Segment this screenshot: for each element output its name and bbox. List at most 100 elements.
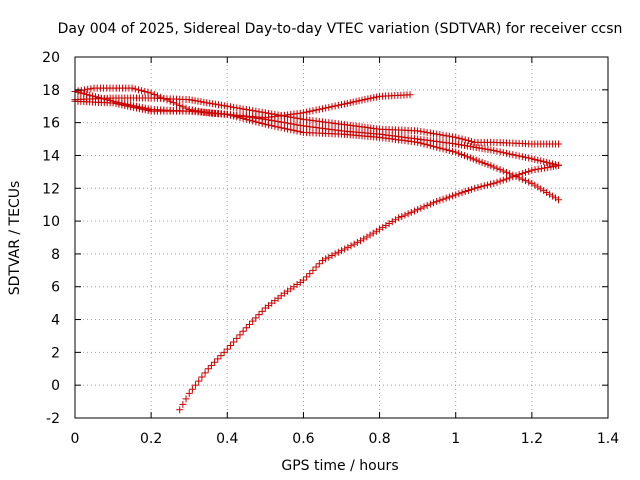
data-point (274, 111, 282, 119)
data-point (420, 128, 428, 136)
data-point (490, 163, 498, 171)
data-point (334, 248, 342, 256)
data-point (338, 101, 345, 109)
data-point (287, 126, 295, 134)
data-point (534, 183, 542, 191)
data-point (268, 122, 276, 130)
data-point (312, 106, 320, 114)
data-point (188, 96, 196, 104)
data-point (499, 167, 507, 175)
y-tick-label: 2 (51, 345, 60, 361)
data-point (518, 153, 526, 161)
data-point (331, 250, 339, 258)
data-point (343, 99, 351, 107)
data-point (541, 164, 549, 172)
data-point (468, 138, 476, 146)
data-point (522, 168, 530, 176)
data-point (223, 102, 231, 110)
data-point (426, 200, 434, 208)
axis-ticks (74, 56, 609, 419)
data-point (290, 126, 298, 134)
data-point (322, 255, 330, 263)
data-point (546, 190, 554, 198)
data-point (277, 124, 285, 132)
data-point (549, 192, 557, 200)
data-point (502, 168, 510, 176)
data-point (340, 100, 348, 108)
data-point (217, 101, 225, 109)
data-point (188, 385, 196, 393)
data-point (309, 266, 317, 274)
data-point (203, 99, 211, 107)
data-point (334, 101, 342, 109)
data-point (404, 210, 412, 218)
data-point (361, 96, 369, 104)
data-point (233, 113, 241, 121)
data-point (118, 99, 126, 107)
data-point (445, 147, 453, 155)
data-point (372, 227, 380, 235)
data-point (217, 352, 225, 360)
data-point (423, 202, 431, 210)
data-point (474, 183, 482, 191)
data-point (236, 114, 244, 122)
data-point (134, 86, 142, 94)
data-point (442, 132, 450, 140)
data-point (191, 97, 199, 105)
data-point (239, 327, 247, 335)
data-point (487, 162, 495, 170)
data-point (312, 263, 320, 271)
data-point (138, 104, 146, 112)
data-point (455, 149, 463, 157)
data-point (388, 218, 396, 226)
data-point (318, 256, 326, 264)
data-point (458, 141, 466, 149)
data-point (299, 109, 307, 117)
data-point (515, 152, 523, 160)
data-point (214, 355, 222, 363)
data-point (546, 159, 554, 167)
data-point (493, 164, 501, 172)
data-point (369, 229, 377, 237)
data-point (466, 142, 474, 150)
data-point (347, 242, 355, 250)
data-point (325, 253, 333, 261)
data-point (103, 96, 111, 104)
data-point (271, 122, 279, 130)
data-point (398, 212, 406, 220)
data-point (537, 165, 545, 173)
data-point (430, 130, 438, 138)
data-point (512, 172, 520, 180)
y-tick-label: 4 (51, 313, 60, 329)
data-point (469, 155, 477, 163)
data-point (242, 324, 250, 332)
data-point (261, 120, 269, 128)
data-point (341, 245, 349, 253)
data-point (509, 151, 517, 159)
data-point (185, 96, 193, 104)
data-point (407, 208, 415, 216)
data-point (258, 108, 266, 116)
data-point (458, 135, 466, 143)
data-point (226, 103, 234, 111)
data-point (265, 109, 273, 117)
data-point (353, 238, 361, 246)
data-point (436, 196, 444, 204)
data-point (306, 107, 314, 115)
data-point (261, 109, 269, 117)
x-tick-label: 1.2 (521, 431, 543, 447)
data-point (442, 194, 450, 202)
data-point (364, 95, 372, 103)
data-point (472, 144, 480, 152)
data-point (452, 133, 460, 141)
data-point (540, 187, 548, 195)
plot-frame (74, 56, 609, 419)
y-tick-label: 8 (51, 247, 60, 263)
data-point (97, 94, 105, 102)
data-point (223, 110, 231, 118)
data-point (349, 98, 357, 106)
data-point (367, 94, 375, 102)
data-point (255, 108, 263, 116)
data-point (245, 320, 253, 328)
data-point (522, 153, 530, 161)
